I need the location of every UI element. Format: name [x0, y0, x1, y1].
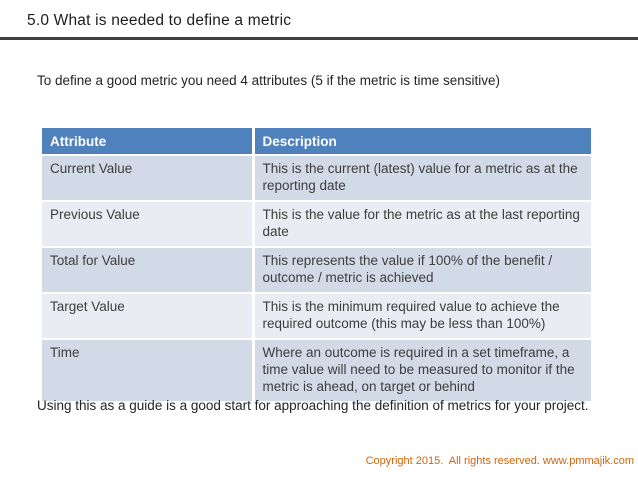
attribute-cell: Current Value [42, 154, 253, 201]
table-row: Previous Value This is the value for the … [42, 200, 591, 247]
description-cell: This is the minimum required value to ac… [251, 292, 591, 339]
attribute-cell: Target Value [42, 292, 253, 339]
outro-text: Using this as a guide is a good start fo… [37, 398, 589, 413]
table-row: Target Value This is the minimum required… [42, 292, 591, 339]
table-body: Current Value This is the current (latest… [42, 154, 591, 401]
table-row: Time Where an outcome is required in a se… [42, 338, 591, 401]
table-header-attribute: Attribute [42, 128, 253, 155]
metrics-table: Attribute Description Current Value This … [42, 128, 591, 401]
table-header-description: Description [251, 128, 591, 155]
title-divider [0, 37, 638, 40]
table-row: Current Value This is the current (latest… [42, 154, 591, 201]
copyright-text: Copyright 2015. All rights reserved. www… [365, 455, 634, 467]
table-header-row: Attribute Description [42, 128, 591, 155]
attribute-cell: Previous Value [42, 200, 253, 247]
page-title: 5.0 What is needed to define a metric [27, 12, 292, 29]
intro-text: To define a good metric you need 4 attri… [37, 73, 500, 88]
description-cell: Where an outcome is required in a set ti… [251, 338, 591, 401]
table-row: Total for Value This represents the value… [42, 246, 591, 293]
description-cell: This represents the value if 100% of the… [251, 246, 591, 293]
attribute-cell: Time [42, 338, 253, 401]
description-cell: This is the value for the metric as at t… [251, 200, 591, 247]
description-cell: This is the current (latest) value for a… [251, 154, 591, 201]
attribute-cell: Total for Value [42, 246, 253, 293]
